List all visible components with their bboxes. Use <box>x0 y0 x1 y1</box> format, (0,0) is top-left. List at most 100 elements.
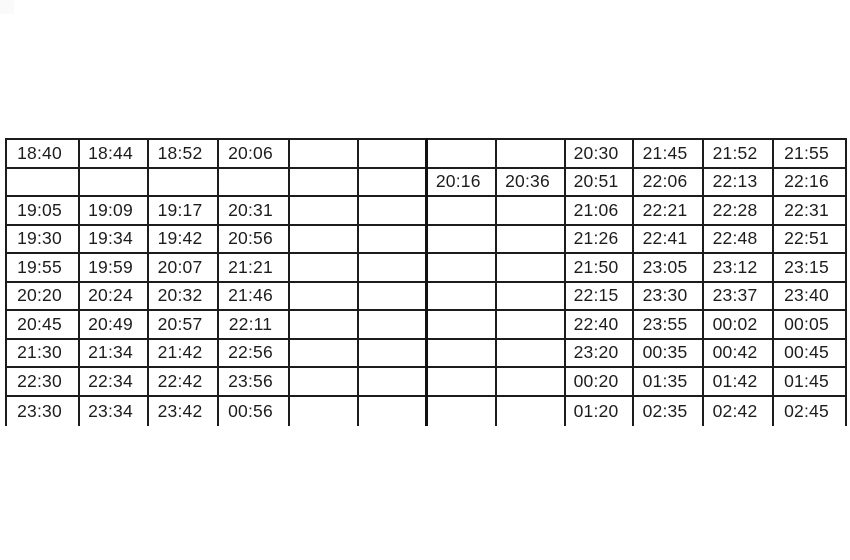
time-cell: 18:40 <box>5 138 80 169</box>
empty-cell <box>288 166 359 197</box>
timetable-row: 22:30 22:34 22:42 23:56 00:20 01:35 01:42 01:45 <box>5 366 847 397</box>
timetable-row: 19:30 19:34 19:42 20:56 21:26 22:41 22:48 22:51 <box>5 223 847 254</box>
time-cell: 02:35 <box>632 394 704 426</box>
time-cell: 20:32 <box>147 280 219 311</box>
time-cell: 20:56 <box>217 223 290 254</box>
empty-cell <box>288 138 359 169</box>
time-cell: 19:55 <box>5 252 80 283</box>
time-cell: 21:26 <box>564 223 634 254</box>
empty-cell <box>357 195 427 226</box>
time-cell: 01:42 <box>702 366 774 397</box>
timetable-row: 20:20 20:24 20:32 21:46 22:15 23:30 23:37 23:40 <box>5 280 847 311</box>
time-cell: 19:09 <box>78 195 149 226</box>
time-cell: 20:57 <box>147 309 219 340</box>
empty-cell <box>288 366 359 397</box>
empty-cell <box>424 138 497 169</box>
empty-cell <box>357 280 427 311</box>
time-cell: 22:21 <box>632 195 704 226</box>
empty-cell <box>495 280 566 311</box>
timetable-row: 21:30 21:34 21:42 22:56 23:20 00:35 00:42 00:45 <box>5 337 847 368</box>
time-cell: 22:28 <box>702 195 774 226</box>
time-cell: 18:44 <box>78 138 149 169</box>
empty-cell <box>288 252 359 283</box>
time-cell: 19:17 <box>147 195 219 226</box>
time-cell: 01:35 <box>632 366 704 397</box>
empty-cell <box>357 309 427 340</box>
empty-cell <box>5 166 80 197</box>
empty-cell <box>357 223 427 254</box>
timetable-body: 18:40 18:44 18:52 20:06 20:30 21:45 21:52 21:55… <box>5 138 847 426</box>
time-cell: 00:02 <box>702 309 774 340</box>
time-cell: 20:36 <box>495 166 566 197</box>
empty-cell <box>495 309 566 340</box>
empty-cell <box>424 280 497 311</box>
time-cell: 21:30 <box>5 337 80 368</box>
time-cell: 22:13 <box>702 166 774 197</box>
time-cell: 01:20 <box>564 394 634 426</box>
empty-cell <box>495 223 566 254</box>
time-cell: 19:05 <box>5 195 80 226</box>
empty-cell <box>357 252 427 283</box>
empty-cell <box>495 195 566 226</box>
time-cell: 22:30 <box>5 366 80 397</box>
time-cell: 22:42 <box>147 366 219 397</box>
empty-cell <box>288 309 359 340</box>
empty-cell <box>288 394 359 426</box>
timetable-row: 19:55 19:59 20:07 21:21 21:50 23:05 23:12 23:15 <box>5 252 847 283</box>
time-cell: 22:56 <box>217 337 290 368</box>
time-cell: 00:56 <box>217 394 290 426</box>
time-cell: 23:12 <box>702 252 774 283</box>
time-cell: 23:37 <box>702 280 774 311</box>
empty-cell <box>495 337 566 368</box>
empty-cell <box>357 337 427 368</box>
empty-cell <box>357 394 427 426</box>
empty-cell <box>495 394 566 426</box>
time-cell: 21:42 <box>147 337 219 368</box>
time-cell: 22:31 <box>772 195 847 226</box>
time-cell: 20:31 <box>217 195 290 226</box>
time-cell: 23:30 <box>632 280 704 311</box>
time-cell: 22:11 <box>217 309 290 340</box>
time-cell: 21:55 <box>772 138 847 169</box>
empty-cell <box>357 138 427 169</box>
empty-cell <box>424 252 497 283</box>
empty-cell <box>288 280 359 311</box>
time-cell: 19:34 <box>78 223 149 254</box>
time-cell: 21:52 <box>702 138 774 169</box>
time-cell: 20:16 <box>424 166 497 197</box>
timetable-row: 20:16 20:36 20:51 22:06 22:13 22:16 <box>5 166 847 197</box>
time-cell: 00:42 <box>702 337 774 368</box>
empty-cell <box>147 166 219 197</box>
empty-cell <box>424 337 497 368</box>
time-cell: 20:49 <box>78 309 149 340</box>
time-cell: 20:51 <box>564 166 634 197</box>
empty-cell <box>495 366 566 397</box>
time-cell: 23:20 <box>564 337 634 368</box>
empty-cell <box>424 394 497 426</box>
time-cell: 23:56 <box>217 366 290 397</box>
time-cell: 20:24 <box>78 280 149 311</box>
time-cell: 22:15 <box>564 280 634 311</box>
time-cell: 21:06 <box>564 195 634 226</box>
time-cell: 20:30 <box>564 138 634 169</box>
time-cell: 22:06 <box>632 166 704 197</box>
time-cell: 23:55 <box>632 309 704 340</box>
timetable: 18:40 18:44 18:52 20:06 20:30 21:45 21:52 21:55… <box>5 138 847 426</box>
time-cell: 20:20 <box>5 280 80 311</box>
time-cell: 20:07 <box>147 252 219 283</box>
time-cell: 20:45 <box>5 309 80 340</box>
time-cell: 22:34 <box>78 366 149 397</box>
timetable-row: 19:05 19:09 19:17 20:31 21:06 22:21 22:28 22:31 <box>5 195 847 226</box>
empty-cell <box>424 195 497 226</box>
empty-cell <box>495 252 566 283</box>
time-cell: 00:35 <box>632 337 704 368</box>
time-cell: 02:42 <box>702 394 774 426</box>
time-cell: 22:48 <box>702 223 774 254</box>
time-cell: 19:59 <box>78 252 149 283</box>
time-cell: 02:45 <box>772 394 847 426</box>
empty-cell <box>357 166 427 197</box>
empty-cell <box>78 166 149 197</box>
time-cell: 21:34 <box>78 337 149 368</box>
empty-cell <box>424 223 497 254</box>
